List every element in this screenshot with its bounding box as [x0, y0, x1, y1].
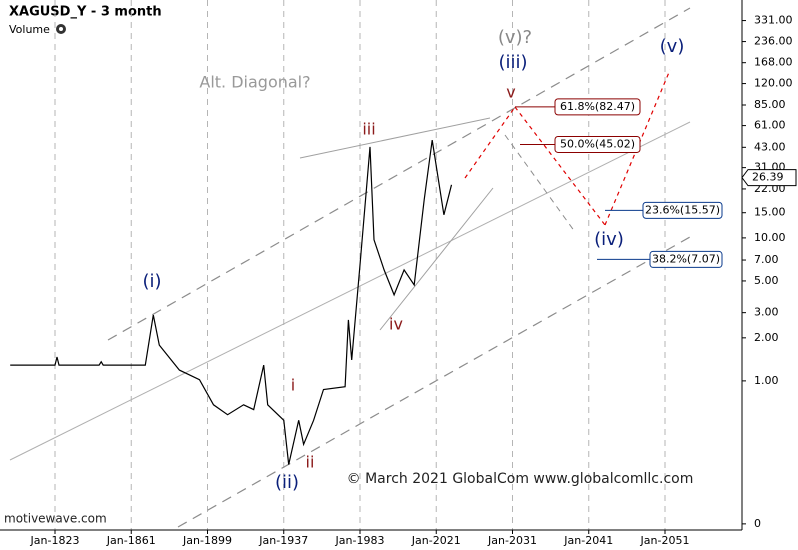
trend-line [9, 121, 691, 461]
y-tick-label: 3.00 [754, 306, 779, 319]
y-tick-label: 1.00 [754, 374, 779, 387]
y-tick-label: 236.00 [754, 35, 793, 48]
trend-line [107, 7, 691, 341]
last-price-label: 26.39 [752, 171, 784, 184]
trend-line [464, 106, 516, 179]
annotation: Alt. Diagonal? [199, 73, 310, 92]
y-tick-label: 43.00 [754, 140, 786, 153]
annotation: motivewave.com [4, 512, 107, 526]
annotation: © March 2021 GlobalCom www.globalcomllc.… [347, 471, 694, 487]
x-tick-label: Jan-1823 [30, 534, 80, 547]
trend-line [504, 134, 576, 233]
x-tick-label: Jan-2041 [563, 534, 613, 547]
fib-level-box [554, 98, 641, 116]
y-tick-label: 5.00 [754, 274, 779, 287]
fib-level-label: 61.8%(82.47) [560, 100, 635, 113]
fib-level-box [642, 201, 723, 219]
fib-level-label: 50.0%(45.02) [560, 137, 635, 150]
trend-line [299, 117, 491, 159]
last-price-box [741, 169, 797, 187]
y-tick-label: 2.00 [754, 331, 779, 344]
price-line [10, 140, 453, 465]
y-tick-label: 331.00 [754, 14, 793, 27]
settings-icon[interactable] [56, 24, 66, 34]
fib-level-label: 23.6%(15.57) [645, 203, 720, 216]
wave-label: ii [306, 453, 315, 472]
wave-label: (i) [142, 271, 161, 292]
fib-level-box [554, 135, 641, 153]
y-tick-label: 120.00 [754, 77, 793, 90]
trend-line [177, 236, 691, 528]
wave-label: i [291, 376, 295, 395]
y-tick-label: 15.00 [754, 206, 786, 219]
x-tick-label: Jan-1899 [182, 534, 232, 547]
wave-label: (v)? [498, 27, 532, 48]
x-tick-label: Jan-1983 [335, 534, 385, 547]
volume-label: Volume [9, 23, 50, 36]
y-tick-label: 10.00 [754, 231, 786, 244]
y-tick-label: 85.00 [754, 98, 786, 111]
wave-label: iv [389, 315, 403, 334]
fib-level-box [649, 250, 723, 268]
y-tick-label: 168.00 [754, 56, 793, 69]
wave-label: (v) [660, 36, 685, 57]
wave-label: (iv) [594, 229, 624, 250]
fib-level-label: 38.2%(7.07) [652, 252, 720, 265]
x-tick-label: Jan-2051 [640, 534, 690, 547]
wave-label: iii [362, 120, 375, 139]
y-tick-label: 0 [754, 517, 761, 530]
trend-line [379, 187, 494, 331]
x-tick-label: Jan-1861 [106, 534, 156, 547]
trend-line [514, 106, 606, 226]
wave-label: (ii) [275, 472, 299, 493]
x-tick-label: Jan-2021 [411, 534, 461, 547]
y-tick-label: 61.00 [754, 119, 786, 132]
chart-title: XAGUSD_Y - 3 month [9, 5, 162, 20]
x-tick-label: Jan-2031 [487, 534, 537, 547]
y-tick-label: 7.00 [754, 253, 779, 266]
wave-label: (iii) [498, 52, 527, 73]
x-tick-label: Jan-1937 [258, 534, 308, 547]
wave-label: v [506, 83, 515, 102]
